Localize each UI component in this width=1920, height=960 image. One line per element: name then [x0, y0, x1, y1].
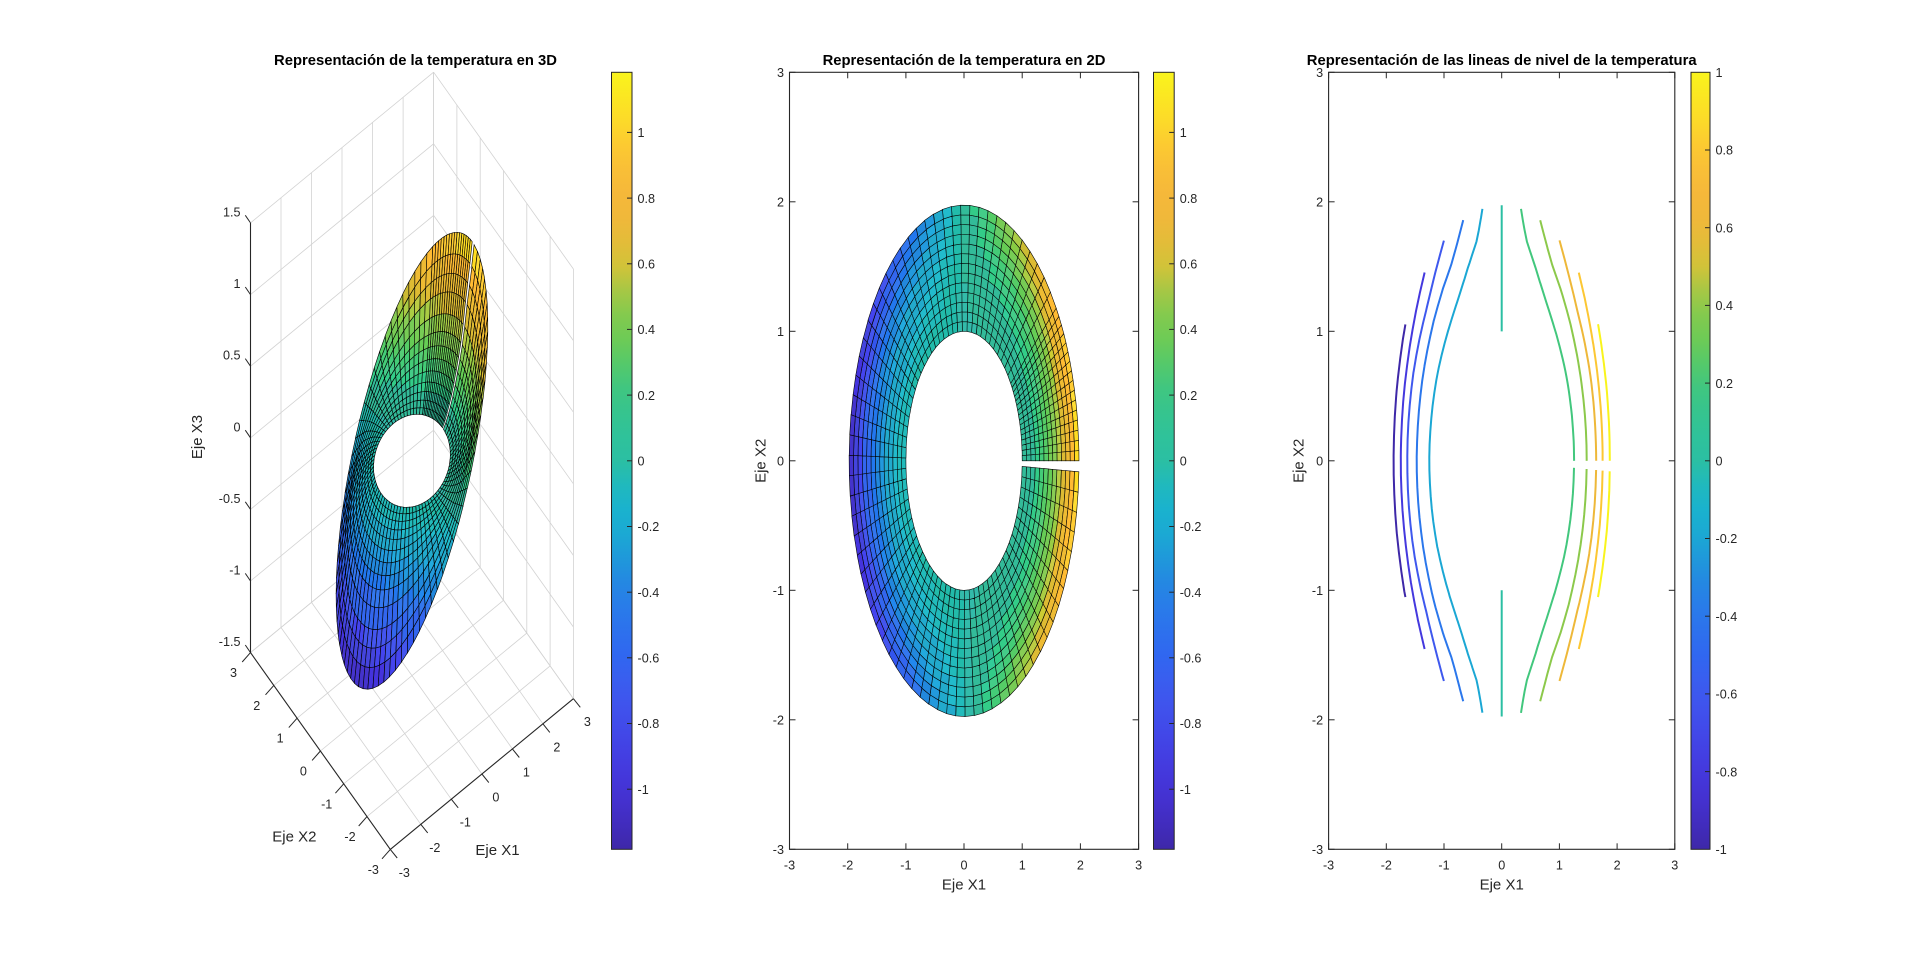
svg-text:-2: -2: [1312, 714, 1323, 728]
svg-text:1: 1: [277, 732, 284, 746]
svg-text:Eje X2: Eje X2: [753, 439, 770, 483]
svg-text:1.5: 1.5: [223, 205, 241, 219]
svg-text:0.2: 0.2: [1716, 377, 1734, 391]
svg-text:0.4: 0.4: [1716, 299, 1734, 313]
svg-text:Eje X2: Eje X2: [1291, 439, 1308, 483]
svg-text:-2: -2: [1381, 859, 1392, 873]
svg-text:-0.2: -0.2: [1716, 532, 1738, 546]
svg-text:Representación de la temperatu: Representación de la temperatura en 2D: [823, 53, 1106, 69]
svg-text:-3: -3: [399, 866, 410, 880]
svg-text:-0.2: -0.2: [638, 520, 660, 534]
svg-text:-3: -3: [1312, 843, 1323, 857]
svg-text:3: 3: [1671, 859, 1678, 873]
svg-text:-2: -2: [773, 714, 784, 728]
svg-text:-1: -1: [638, 783, 649, 797]
svg-text:-0.4: -0.4: [1716, 610, 1738, 624]
svg-text:Eje X3: Eje X3: [189, 415, 206, 459]
svg-text:0.8: 0.8: [1716, 144, 1734, 158]
svg-text:-0.6: -0.6: [1716, 688, 1738, 702]
svg-text:-0.4: -0.4: [638, 586, 660, 600]
svg-text:0.8: 0.8: [1180, 192, 1198, 206]
svg-text:-0.6: -0.6: [1180, 652, 1202, 666]
svg-text:Eje X1: Eje X1: [475, 842, 519, 859]
svg-text:-1: -1: [1716, 843, 1727, 857]
svg-text:3: 3: [1316, 66, 1323, 80]
svg-text:-2: -2: [344, 830, 355, 844]
svg-text:0.5: 0.5: [223, 349, 241, 363]
svg-text:0: 0: [777, 455, 784, 469]
svg-text:3: 3: [1135, 859, 1142, 873]
svg-text:Eje X2: Eje X2: [272, 829, 316, 846]
svg-text:1: 1: [233, 277, 240, 291]
svg-text:0.6: 0.6: [1180, 258, 1198, 272]
svg-text:2: 2: [777, 196, 784, 210]
svg-text:0: 0: [1498, 859, 1505, 873]
svg-text:1: 1: [1556, 859, 1563, 873]
svg-text:-0.6: -0.6: [638, 652, 660, 666]
svg-text:0: 0: [638, 455, 645, 469]
svg-text:3: 3: [584, 715, 591, 729]
svg-text:Representación de la temperatu: Representación de la temperatura en 3D: [274, 53, 557, 69]
svg-text:2: 2: [1077, 859, 1084, 873]
svg-text:3: 3: [230, 666, 237, 680]
svg-text:-2: -2: [429, 841, 440, 855]
svg-text:1: 1: [777, 325, 784, 339]
svg-text:Eje X1: Eje X1: [942, 877, 986, 894]
svg-text:0.2: 0.2: [1180, 389, 1198, 403]
svg-text:0: 0: [1180, 455, 1187, 469]
svg-text:0.6: 0.6: [1716, 221, 1734, 235]
svg-text:3: 3: [777, 66, 784, 80]
svg-text:-1: -1: [1438, 859, 1449, 873]
svg-text:-1: -1: [1312, 584, 1323, 598]
svg-text:-2: -2: [842, 859, 853, 873]
svg-text:-0.8: -0.8: [1716, 765, 1738, 779]
svg-text:0: 0: [300, 765, 307, 779]
svg-text:-1: -1: [460, 816, 471, 830]
svg-text:-0.2: -0.2: [1180, 520, 1202, 534]
svg-text:-1.5: -1.5: [219, 635, 241, 649]
svg-text:0.8: 0.8: [638, 192, 656, 206]
svg-text:2: 2: [553, 740, 560, 754]
svg-text:1: 1: [1716, 66, 1723, 80]
svg-text:Eje X1: Eje X1: [1480, 877, 1524, 894]
svg-text:-1: -1: [900, 859, 911, 873]
svg-text:-1: -1: [773, 584, 784, 598]
svg-text:-0.5: -0.5: [219, 492, 241, 506]
svg-text:-3: -3: [773, 843, 784, 857]
svg-text:2: 2: [253, 699, 260, 713]
svg-text:-3: -3: [784, 859, 795, 873]
svg-text:0: 0: [233, 420, 240, 434]
svg-text:1: 1: [523, 765, 530, 779]
svg-text:-1: -1: [1180, 783, 1191, 797]
svg-text:-3: -3: [368, 863, 379, 877]
svg-text:1: 1: [1180, 126, 1187, 140]
svg-text:0: 0: [960, 859, 967, 873]
svg-text:0: 0: [1316, 455, 1323, 469]
svg-text:0.6: 0.6: [638, 258, 656, 272]
svg-text:0: 0: [1716, 455, 1723, 469]
svg-text:0.4: 0.4: [1180, 323, 1198, 337]
svg-text:-1: -1: [229, 564, 240, 578]
svg-text:0.4: 0.4: [638, 323, 656, 337]
svg-text:0.2: 0.2: [638, 389, 656, 403]
svg-text:2: 2: [1316, 196, 1323, 210]
svg-text:2: 2: [1614, 859, 1621, 873]
svg-text:-0.8: -0.8: [638, 717, 660, 731]
svg-text:-0.8: -0.8: [1180, 717, 1202, 731]
svg-text:0: 0: [492, 791, 499, 805]
svg-text:-1: -1: [321, 797, 332, 811]
svg-text:1: 1: [1316, 325, 1323, 339]
svg-text:1: 1: [638, 126, 645, 140]
svg-text:-0.4: -0.4: [1180, 586, 1202, 600]
svg-text:Representación de las lineas d: Representación de las lineas de nivel de…: [1307, 53, 1698, 69]
svg-text:-3: -3: [1323, 859, 1334, 873]
svg-text:1: 1: [1019, 859, 1026, 873]
